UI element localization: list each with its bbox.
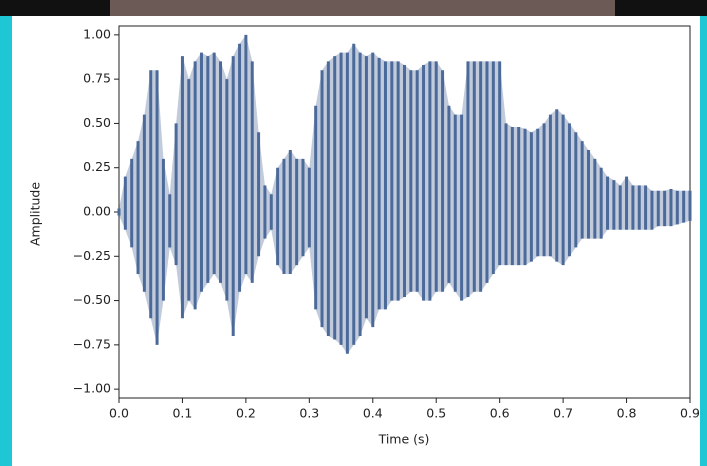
x-tick-label: 0.5 [426, 406, 446, 421]
y-tick-label: −1.00 [73, 381, 111, 396]
y-tick-label: −0.50 [73, 292, 111, 307]
x-tick-label: 0.8 [617, 406, 637, 421]
x-tick-label: 0.1 [172, 406, 192, 421]
y-tick-label: 0.50 [83, 115, 111, 130]
x-tick-label: 0.9 [680, 406, 700, 421]
x-axis-label: Time (s) [378, 432, 430, 447]
y-tick-label: −0.25 [73, 248, 111, 263]
x-tick-label: 0.7 [553, 406, 573, 421]
y-tick-label: 0.75 [83, 71, 111, 86]
x-tick-label: 0.2 [236, 406, 256, 421]
x-tick-label: 0.0 [109, 406, 129, 421]
y-tick-label: 0.00 [83, 204, 111, 219]
x-tick-label: 0.4 [363, 406, 383, 421]
y-tick-label: −0.75 [73, 336, 111, 351]
x-tick-label: 0.3 [299, 406, 319, 421]
y-tick-label: 0.25 [83, 159, 111, 174]
x-tick-label: 0.6 [490, 406, 510, 421]
photo-strip [110, 0, 615, 16]
y-axis-label: Amplitude [28, 182, 43, 246]
y-tick-label: 1.00 [83, 26, 111, 41]
